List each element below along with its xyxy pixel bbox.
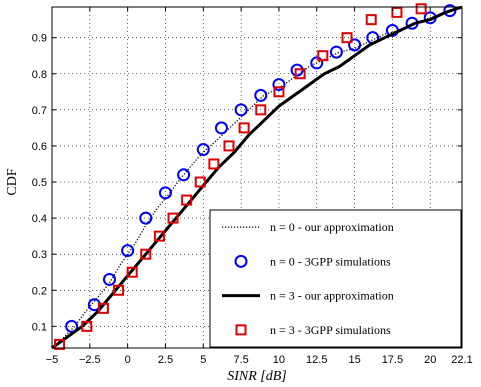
n0-simulation-point (214, 121, 228, 135)
y-tick-label: 0.6 (32, 141, 47, 153)
legend-entry-label: n = 0 - 3GPP simulations (270, 254, 391, 268)
n0-simulation-point (254, 88, 268, 102)
n3-simulation-point (341, 32, 353, 44)
n3-simulation-point (238, 122, 250, 134)
series-1 (65, 4, 457, 333)
n0-simulation-point (65, 319, 79, 333)
legend-swatch (235, 324, 247, 336)
y-tick-label: 0.1 (32, 321, 47, 333)
y-tick-label: 0.2 (32, 285, 47, 297)
x-tick-label: 5 (200, 354, 206, 366)
n3-simulation-point (126, 266, 138, 278)
n3-simulation-point (415, 3, 427, 15)
y-tick-label: 0.3 (32, 249, 47, 261)
legend-box (209, 209, 462, 348)
y-tick-label: 0.8 (32, 69, 47, 81)
n0-simulation-point (158, 186, 172, 200)
n3-simulation-point (294, 68, 306, 80)
n0-simulation-point (139, 211, 153, 225)
x-tick-label: 15 (348, 354, 360, 366)
n3-simulation-point (140, 248, 152, 260)
n3-simulation-point (97, 302, 109, 314)
n3-simulation-point (365, 14, 377, 26)
x-tick-label: 22.1 (451, 354, 472, 366)
series-3 (54, 3, 427, 350)
n0-simulation-point (310, 56, 324, 70)
legend-swatch (234, 254, 248, 268)
n3-simulation-point (391, 6, 403, 18)
n3-simulation-point (54, 338, 66, 350)
x-tick-label: 0 (125, 354, 131, 366)
n3-simulation-point (255, 104, 267, 116)
ticks: −5 −2.5 0 2.5 5 7.5 10 12.5 15 17.5 20 22.1 0.1 0.2 0.… (32, 7, 473, 366)
n3-simulation-point (153, 230, 165, 242)
n0-simulation-point (234, 103, 248, 117)
x-tick-label: 17.5 (382, 354, 403, 366)
legend-entry-label: n = 3 - our approximation (270, 289, 394, 303)
n0-simulation-point (196, 143, 210, 157)
x-tick-label: 10 (273, 354, 285, 366)
n0-simulation-point (329, 45, 343, 59)
n0-simulation-point (272, 78, 286, 92)
x-tick-label: −2.5 (79, 354, 101, 366)
legend-entry-label: n = 0 - our approximation (270, 220, 394, 234)
x-tick-label: 20 (424, 354, 436, 366)
n0-simulation-point (121, 244, 135, 258)
n3-simulation-point (81, 320, 93, 332)
x-tick-label: 7.5 (233, 354, 248, 366)
n3-simulation-point (273, 86, 285, 98)
n0-simulation-point (102, 272, 116, 286)
x-tick-label: 12.5 (306, 354, 327, 366)
legend-entry-label: n = 3 - 3GPP simulations (270, 323, 391, 337)
n0-simulation-point (177, 168, 191, 182)
y-axis-label: CDF (5, 168, 20, 195)
x-axis-label: SINR [dB] (227, 369, 287, 384)
n3-simulation-point (167, 212, 179, 224)
plot-frame (51, 6, 463, 349)
series-layer (51, 3, 463, 350)
n3-simulation-point (181, 194, 193, 206)
y-tick-label: 0.5 (32, 177, 47, 189)
y-tick-label: 0.7 (32, 105, 47, 117)
y-tick-label: 0.4 (32, 213, 47, 225)
x-tick-label: −5 (46, 354, 59, 366)
y-tick-label: 0.9 (32, 33, 47, 45)
legend: n = 0 - our approximation n = 0 - 3GPP si… (209, 209, 462, 348)
n0-simulation-point (348, 38, 362, 52)
n3-simulation-point (113, 284, 125, 296)
n3-simulation-point (223, 140, 235, 152)
x-tick-label: 2.5 (158, 354, 173, 366)
n3-simulation-point (194, 176, 206, 188)
n3-simulation-point (208, 158, 220, 170)
n3-simulation-point (317, 50, 329, 62)
